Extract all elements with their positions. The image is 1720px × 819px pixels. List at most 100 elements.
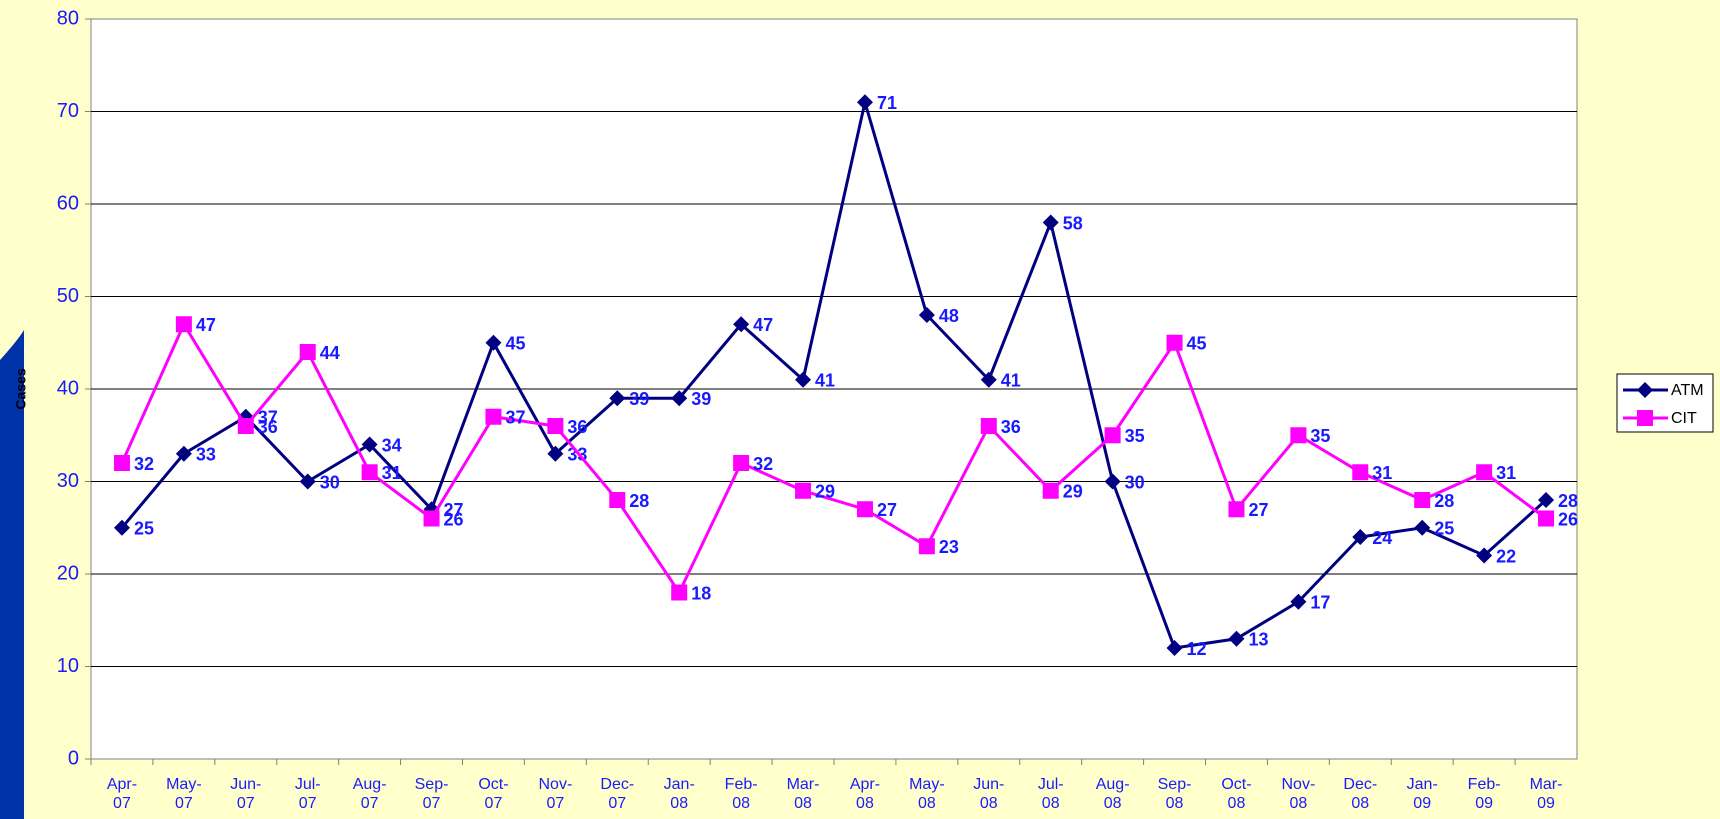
data-label: 45 <box>505 334 525 354</box>
legend <box>1616 373 1714 433</box>
data-label: 37 <box>505 408 525 428</box>
x-tick-label: Nov-08 <box>1281 776 1316 812</box>
marker <box>1637 410 1653 426</box>
x-tick-label: Jan-09 <box>1406 776 1438 812</box>
x-tick-label: May-08 <box>909 776 945 812</box>
marker <box>918 307 935 323</box>
data-label: 31 <box>1372 463 1392 483</box>
data-label: 13 <box>1248 630 1268 650</box>
marker <box>485 334 502 351</box>
x-tick-label: Dec-07 <box>600 776 635 812</box>
y-tick-label: 40 <box>57 377 79 399</box>
marker <box>1414 492 1431 508</box>
marker <box>175 445 192 462</box>
marker <box>1228 630 1245 647</box>
marker <box>1352 464 1369 481</box>
data-label: 34 <box>382 435 402 455</box>
marker <box>1637 382 1653 398</box>
marker <box>1538 492 1555 508</box>
y-tick-label: 70 <box>57 100 79 122</box>
marker <box>485 408 502 425</box>
marker <box>918 538 935 555</box>
data-label: 27 <box>444 500 464 520</box>
data-label: 44 <box>320 343 340 363</box>
marker <box>1104 473 1121 490</box>
data-label: 35 <box>1125 426 1145 446</box>
marker <box>671 584 688 601</box>
data-label: 25 <box>1434 519 1454 539</box>
marker <box>671 390 688 407</box>
x-tick-label: Jun-08 <box>973 776 1005 812</box>
marker <box>547 445 564 462</box>
data-label: 22 <box>1496 546 1516 566</box>
x-tick-label: Aug-07 <box>352 776 387 812</box>
y-tick-label: 50 <box>57 285 79 307</box>
data-label: 47 <box>196 315 216 335</box>
legend-label: ATM <box>1671 382 1704 399</box>
y-tick-label: 60 <box>57 192 79 214</box>
x-tick-label: Jul-07 <box>294 776 321 812</box>
data-label: 28 <box>629 491 649 511</box>
data-label: 71 <box>877 93 897 113</box>
marker <box>980 418 997 434</box>
marker <box>856 501 873 518</box>
marker <box>980 371 997 388</box>
marker <box>1538 510 1555 527</box>
x-tick-label: Mar-09 <box>1529 776 1563 812</box>
marker <box>361 436 378 453</box>
marker <box>1476 547 1493 564</box>
data-label: 45 <box>1187 334 1207 354</box>
x-tick-label: Apr-08 <box>849 776 881 812</box>
x-tick-label: Nov-07 <box>538 776 573 812</box>
data-label: 35 <box>1310 426 1330 446</box>
x-tick-label: Aug-08 <box>1095 776 1130 812</box>
data-label: 37 <box>258 408 278 428</box>
marker <box>1290 593 1307 610</box>
marker <box>113 519 130 536</box>
marker <box>1042 482 1059 499</box>
data-label: 17 <box>1310 593 1330 613</box>
marker <box>1476 464 1493 481</box>
data-label: 32 <box>753 454 773 474</box>
legend-label: CIT <box>1671 410 1697 427</box>
marker <box>795 482 812 499</box>
data-label: 30 <box>1125 472 1145 492</box>
data-label: 26 <box>444 509 464 529</box>
y-tick-label: 80 <box>57 7 79 29</box>
x-tick-label: Feb-09 <box>1467 776 1501 812</box>
data-label: 27 <box>1248 500 1268 520</box>
data-label: 30 <box>320 472 340 492</box>
marker <box>1228 501 1245 518</box>
data-label: 27 <box>877 500 897 520</box>
data-label: 41 <box>815 371 835 391</box>
y-axis-label: Cases <box>13 368 29 409</box>
marker <box>113 455 130 471</box>
x-tick-label: Sep-08 <box>1157 776 1192 812</box>
data-label: 26 <box>1558 509 1578 529</box>
y-tick-label: 10 <box>57 655 79 677</box>
data-label: 36 <box>258 417 278 437</box>
data-label: 31 <box>1496 463 1516 483</box>
x-tick-label: Jul-08 <box>1037 776 1064 812</box>
data-label: 48 <box>939 306 959 326</box>
marker <box>1414 519 1431 536</box>
marker <box>609 390 626 407</box>
data-label: 23 <box>939 537 959 557</box>
y-tick-label: 30 <box>57 470 79 492</box>
x-tick-label: Dec-08 <box>1343 776 1378 812</box>
data-label: 12 <box>1187 639 1207 659</box>
data-label: 32 <box>134 454 154 474</box>
data-label: 47 <box>753 315 773 335</box>
series-line <box>120 321 1547 596</box>
x-tick-label: Jun-07 <box>230 776 262 812</box>
x-tick-label: Apr-07 <box>106 776 138 812</box>
x-tick-label: Oct-07 <box>478 776 509 812</box>
marker <box>1166 334 1183 351</box>
x-tick-label: May-07 <box>166 776 202 812</box>
data-label: 41 <box>1001 371 1021 391</box>
marker <box>237 418 254 434</box>
x-tick-label: Feb-08 <box>724 776 758 812</box>
marker <box>423 510 440 527</box>
marker <box>1042 214 1059 231</box>
